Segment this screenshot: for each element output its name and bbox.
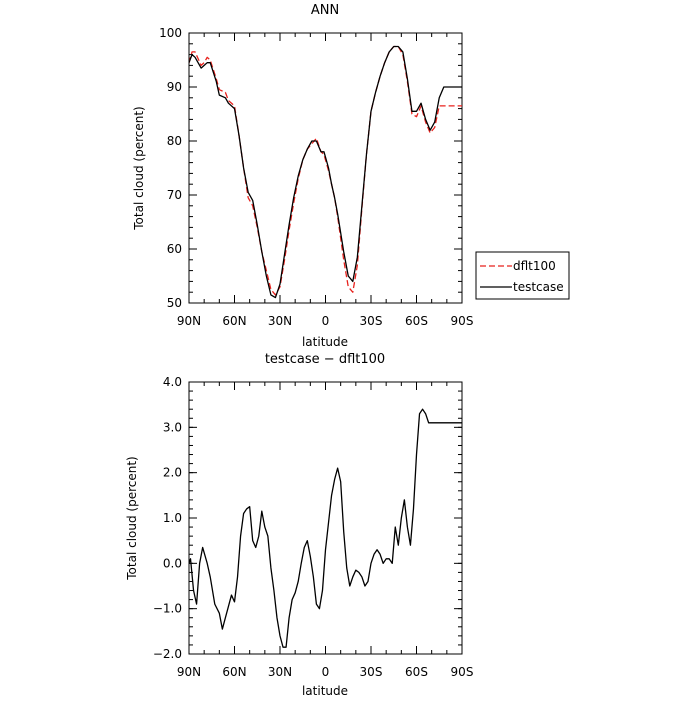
top-x-tick-label: 60N [222, 314, 246, 328]
top-x-tick-label: 30S [360, 314, 383, 328]
bottom-y-tick-label: 0.0 [163, 556, 182, 570]
bottom-x-tick-label: 0 [322, 665, 330, 679]
bottom-series-line-series-0 [189, 408, 462, 648]
bottom-y-tick-label: −2.0 [153, 647, 182, 661]
top-y-tick-label: 70 [167, 188, 182, 202]
top-chart-title: ANN [311, 3, 339, 18]
bottom-x-tick-label: 90N [177, 665, 201, 679]
legend: dflt100 testcase [475, 251, 570, 300]
bottom-x-tick-label: 60N [222, 665, 246, 679]
top-x-tick-label: 30N [268, 314, 292, 328]
legend-box [475, 251, 570, 300]
bottom-y-tick-label: 2.0 [163, 466, 182, 480]
top-plot-area: 90N 60N 30N 0 30S 60S 90S 50 60 70 80 90 100 [159, 26, 473, 328]
top-x-tick-label: 0 [322, 314, 330, 328]
top-y-tick-label: 60 [167, 242, 182, 256]
bottom-x-axis-label: latitude [302, 684, 348, 698]
bottom-y-tick-label: −1.0 [153, 602, 182, 616]
bottom-x-tick-label: 30N [268, 665, 292, 679]
top-y-tick-label: 50 [167, 296, 182, 310]
top-plot-frame [188, 32, 463, 304]
bottom-y-tick-label: 3.0 [163, 420, 182, 434]
top-series-line-testcase [189, 45, 462, 299]
bottom-x-tick-label: 90S [451, 665, 474, 679]
bottom-plot-frame [188, 381, 463, 655]
bottom-plot-area: 90N 60N 30N 0 30S 60S 90S −2.0 −1.0 0.0 1.0 2.0 3.0 4… [153, 375, 474, 679]
bottom-y-tick-label: 4.0 [163, 375, 182, 389]
top-x-tick-label: 60S [405, 314, 428, 328]
top-x-axis-label: latitude [302, 335, 348, 349]
top-y-tick-label: 90 [167, 80, 182, 94]
top-x-tick-label: 90S [451, 314, 474, 328]
top-series-line-dflt100 [189, 45, 462, 296]
legend-label-testcase: testcase [513, 280, 564, 294]
legend-label-dflt100: dflt100 [513, 259, 556, 273]
bottom-y-axis-label: Total cloud (percent) [125, 456, 139, 580]
bottom-x-tick-label: 60S [405, 665, 428, 679]
bottom-chart-title: testcase − dflt100 [265, 352, 385, 367]
bottom-x-tick-label: 30S [360, 665, 383, 679]
top-y-tick-label: 80 [167, 134, 182, 148]
top-x-tick-label: 90N [177, 314, 201, 328]
top-y-tick-label: 100 [159, 26, 182, 40]
bottom-y-tick-label: 1.0 [163, 511, 182, 525]
top-y-axis-label: Total cloud (percent) [132, 106, 146, 230]
